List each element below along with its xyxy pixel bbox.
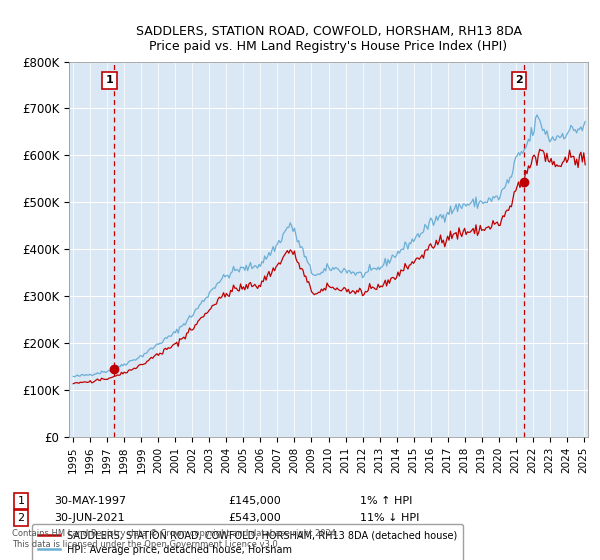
- Text: £145,000: £145,000: [228, 496, 281, 506]
- Text: 30-JUN-2021: 30-JUN-2021: [54, 513, 125, 523]
- Text: 1: 1: [106, 76, 113, 85]
- Text: 2: 2: [17, 513, 25, 523]
- Text: 1: 1: [17, 496, 25, 506]
- Text: Contains HM Land Registry data © Crown copyright and database right 2024.
This d: Contains HM Land Registry data © Crown c…: [12, 529, 338, 549]
- Title: SADDLERS, STATION ROAD, COWFOLD, HORSHAM, RH13 8DA
Price paid vs. HM Land Regist: SADDLERS, STATION ROAD, COWFOLD, HORSHAM…: [136, 26, 521, 54]
- Text: 2: 2: [515, 76, 523, 85]
- Text: 30-MAY-1997: 30-MAY-1997: [54, 496, 126, 506]
- Text: 11% ↓ HPI: 11% ↓ HPI: [360, 513, 419, 523]
- Text: £543,000: £543,000: [228, 513, 281, 523]
- Text: 1% ↑ HPI: 1% ↑ HPI: [360, 496, 412, 506]
- Legend: SADDLERS, STATION ROAD, COWFOLD, HORSHAM, RH13 8DA (detached house), HPI: Averag: SADDLERS, STATION ROAD, COWFOLD, HORSHAM…: [32, 524, 463, 560]
